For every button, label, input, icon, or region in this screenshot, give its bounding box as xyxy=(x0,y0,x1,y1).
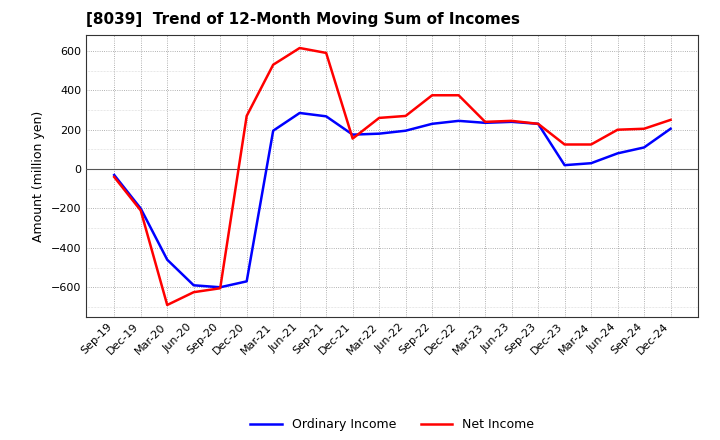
Ordinary Income xyxy=(243,279,251,284)
Net Income xyxy=(640,126,649,132)
Text: [8039]  Trend of 12-Month Moving Sum of Incomes: [8039] Trend of 12-Month Moving Sum of I… xyxy=(86,12,521,27)
Ordinary Income xyxy=(189,282,198,288)
Y-axis label: Amount (million yen): Amount (million yen) xyxy=(32,110,45,242)
Ordinary Income xyxy=(587,161,595,166)
Net Income xyxy=(481,119,490,125)
Net Income xyxy=(189,290,198,295)
Ordinary Income xyxy=(454,118,463,124)
Net Income xyxy=(454,93,463,98)
Ordinary Income xyxy=(216,285,225,290)
Ordinary Income xyxy=(534,121,542,126)
Ordinary Income xyxy=(295,110,304,116)
Net Income xyxy=(587,142,595,147)
Net Income xyxy=(666,117,675,122)
Ordinary Income xyxy=(666,126,675,132)
Ordinary Income xyxy=(508,119,516,125)
Legend: Ordinary Income, Net Income: Ordinary Income, Net Income xyxy=(246,413,539,436)
Ordinary Income xyxy=(322,114,330,119)
Net Income xyxy=(136,208,145,213)
Net Income xyxy=(428,93,436,98)
Net Income xyxy=(534,121,542,126)
Net Income xyxy=(322,50,330,55)
Net Income xyxy=(163,302,171,308)
Ordinary Income xyxy=(110,172,119,178)
Ordinary Income xyxy=(401,128,410,133)
Net Income xyxy=(110,174,119,180)
Net Income xyxy=(401,113,410,118)
Net Income xyxy=(269,62,277,67)
Line: Ordinary Income: Ordinary Income xyxy=(114,113,670,287)
Ordinary Income xyxy=(481,120,490,125)
Ordinary Income xyxy=(269,128,277,133)
Ordinary Income xyxy=(348,132,357,137)
Net Income xyxy=(243,113,251,118)
Line: Net Income: Net Income xyxy=(114,48,670,305)
Net Income xyxy=(216,286,225,291)
Ordinary Income xyxy=(136,206,145,211)
Net Income xyxy=(375,115,384,121)
Net Income xyxy=(508,118,516,124)
Net Income xyxy=(348,136,357,141)
Ordinary Income xyxy=(560,162,569,168)
Ordinary Income xyxy=(375,131,384,136)
Net Income xyxy=(295,45,304,51)
Ordinary Income xyxy=(163,257,171,262)
Net Income xyxy=(560,142,569,147)
Ordinary Income xyxy=(613,151,622,156)
Ordinary Income xyxy=(428,121,436,126)
Ordinary Income xyxy=(640,145,649,150)
Net Income xyxy=(613,127,622,132)
